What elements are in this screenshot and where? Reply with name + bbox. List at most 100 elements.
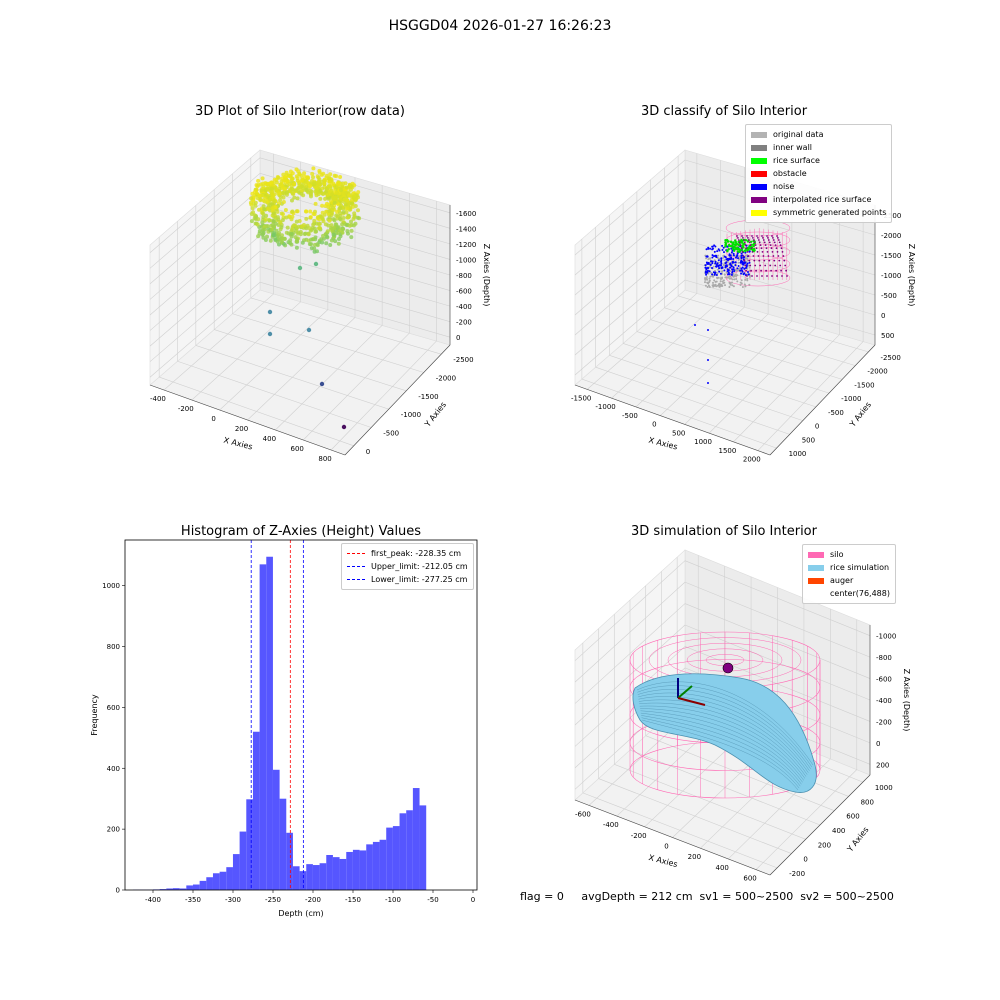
histogram-bar bbox=[172, 888, 180, 890]
raw-point bbox=[295, 196, 300, 201]
interpolated-point bbox=[759, 244, 762, 246]
raw-point bbox=[306, 232, 311, 237]
interpolated-point bbox=[747, 237, 749, 239]
interpolated-point bbox=[737, 237, 739, 239]
figure-suptitle: HSGGD04 2026-01-27 16:26:23 bbox=[388, 18, 612, 34]
interpolated-point bbox=[775, 269, 777, 272]
noise-point bbox=[724, 266, 727, 269]
noise-point bbox=[720, 266, 723, 269]
raw-point bbox=[250, 206, 255, 211]
legend-swatch bbox=[808, 551, 824, 558]
noise-point bbox=[743, 267, 746, 270]
raw-point bbox=[277, 231, 282, 235]
original-point bbox=[704, 278, 707, 281]
y-grid-line bbox=[645, 735, 835, 811]
y-grid-line bbox=[250, 297, 442, 355]
z-grid-line bbox=[684, 279, 876, 336]
original-point bbox=[714, 269, 716, 272]
raw-point bbox=[283, 208, 288, 212]
interpolated-point bbox=[756, 275, 758, 277]
interpolated-point bbox=[747, 255, 750, 257]
raw-point bbox=[290, 209, 295, 214]
original-point bbox=[718, 257, 721, 260]
histogram-bar bbox=[406, 810, 413, 890]
interpolated-point bbox=[758, 259, 761, 262]
interpolated-point bbox=[756, 235, 758, 237]
interpolated-point bbox=[779, 264, 782, 267]
z-grid-line bbox=[574, 603, 686, 704]
raw-point bbox=[306, 190, 311, 195]
interpolated-point bbox=[741, 235, 743, 237]
noise-point bbox=[704, 264, 707, 267]
y-tick-label: 600 bbox=[107, 704, 120, 712]
raw-point bbox=[347, 223, 352, 228]
y-tick-label: 800 bbox=[107, 643, 120, 651]
raw-point bbox=[327, 209, 332, 214]
raw-point bbox=[296, 185, 301, 190]
original-point bbox=[723, 273, 726, 276]
raw-point bbox=[315, 242, 320, 247]
noise-point bbox=[715, 255, 717, 258]
raw-point bbox=[341, 181, 345, 186]
original-point bbox=[714, 283, 717, 286]
original-point bbox=[717, 283, 720, 286]
histogram-bar bbox=[412, 788, 420, 890]
noise-point bbox=[726, 270, 729, 273]
y-grid-line bbox=[609, 355, 803, 421]
raw-point bbox=[294, 167, 299, 172]
y-grid-line bbox=[598, 778, 792, 854]
interpolated-point bbox=[751, 235, 753, 237]
legend-swatch bbox=[347, 579, 365, 580]
interpolated-point bbox=[756, 251, 759, 253]
interpolated-point bbox=[746, 251, 749, 253]
noise-point bbox=[727, 273, 729, 276]
noise-point bbox=[705, 273, 708, 276]
raw-point bbox=[273, 237, 278, 242]
y-tick-label: 0 bbox=[366, 448, 370, 456]
classify-plot-title: 3D classify of Silo Interior bbox=[640, 104, 808, 119]
legend-label: Lower_limit: -277.25 cm bbox=[371, 575, 468, 584]
noise-point bbox=[743, 272, 746, 275]
raw-point bbox=[289, 231, 294, 236]
raw-point bbox=[321, 233, 325, 238]
z-tick-label: -800 bbox=[456, 272, 472, 280]
raw-point bbox=[302, 223, 306, 227]
x-tick-label: -400 bbox=[603, 821, 619, 829]
legend-entry: first_peak: -228.35 cm bbox=[347, 547, 468, 560]
interpolated-point bbox=[778, 241, 781, 244]
x-tick-label: -400 bbox=[145, 896, 161, 904]
legend-label: original data bbox=[773, 130, 824, 139]
raw-point bbox=[271, 211, 276, 216]
original-point bbox=[727, 263, 730, 266]
noise-point bbox=[729, 266, 732, 269]
rice-surface-point bbox=[735, 242, 738, 245]
raw-point bbox=[290, 198, 294, 203]
original-point bbox=[731, 284, 734, 287]
z-tick-label: -2000 bbox=[881, 232, 901, 240]
original-point bbox=[736, 280, 739, 283]
raw-point bbox=[311, 166, 316, 171]
original-point bbox=[734, 273, 737, 276]
y-tick-label: -1000 bbox=[401, 411, 421, 419]
classified-points bbox=[694, 219, 791, 384]
legend-label: obstacle bbox=[773, 169, 807, 178]
raw-point bbox=[302, 174, 307, 179]
original-point bbox=[708, 286, 711, 288]
noise-point bbox=[707, 246, 710, 249]
raw-point bbox=[344, 185, 349, 190]
original-point bbox=[705, 257, 708, 260]
interpolated-point bbox=[766, 251, 769, 253]
original-point bbox=[726, 261, 729, 264]
legend-label: auger bbox=[830, 576, 854, 585]
noise-point bbox=[715, 274, 718, 276]
raw-point bbox=[288, 238, 293, 243]
interpolated-point bbox=[769, 244, 772, 246]
interpolated-point bbox=[772, 239, 775, 241]
y-tick-label: -1000 bbox=[841, 395, 861, 403]
legend-swatch bbox=[751, 209, 767, 216]
interpolated-point bbox=[785, 269, 787, 272]
raw-point bbox=[352, 215, 357, 220]
rice-surface-point bbox=[744, 239, 748, 242]
raw-point bbox=[334, 222, 339, 227]
raw-point bbox=[300, 177, 305, 182]
